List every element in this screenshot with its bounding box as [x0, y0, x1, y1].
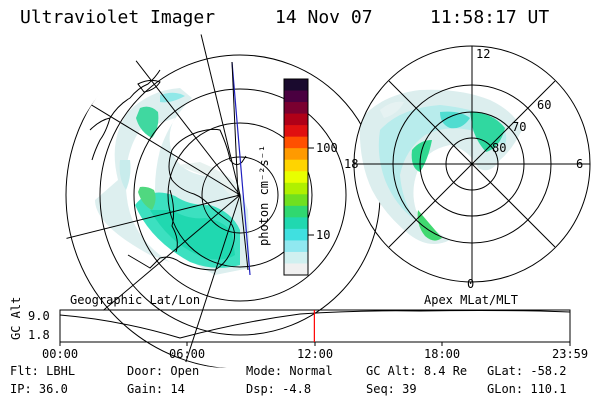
timeline-ylabel: GC Alt — [9, 296, 23, 340]
info-label: Mode: — [246, 364, 283, 378]
mlt-label-18: 18 — [344, 157, 359, 171]
colorbar-segment — [284, 136, 308, 149]
door-value: Open — [170, 364, 200, 378]
colorbar — [284, 79, 308, 276]
colorbar-segment — [284, 159, 308, 172]
dsp-value: -4.8 — [282, 382, 312, 396]
terminator-line — [231, 61, 251, 276]
info-label: IP: — [10, 382, 32, 396]
gc-alt-value: 8.4 Re — [423, 364, 468, 378]
timeline-xtick: 12:00 — [297, 347, 334, 361]
colorbar-segment — [284, 251, 308, 264]
coastline — [127, 128, 247, 271]
colorbar-segment — [284, 125, 308, 138]
timeline-ytick-1: 1.8 — [28, 328, 50, 342]
apex-polar-plot — [353, 45, 591, 283]
filter-value: LBHL — [46, 364, 76, 378]
left-panel-caption: Geographic Lat/Lon — [70, 293, 201, 307]
colorbar-tick-10: 10 — [316, 228, 331, 242]
info-label: Gain: — [127, 382, 164, 396]
timeline-xtick: 06:00 — [169, 347, 206, 361]
lat-label-60: 60 — [537, 98, 552, 112]
right-panel-caption: Apex MLat/MLT — [424, 293, 518, 307]
timeline-ytick-9: 9.0 — [28, 309, 50, 323]
gain-value: 14 — [170, 382, 185, 396]
observation-date: 14 Nov 07 — [275, 7, 373, 28]
info-label: GC Alt: — [366, 364, 417, 378]
ip-value: 36.0 — [38, 382, 68, 396]
altitude-curve — [59, 310, 571, 339]
colorbar-segment — [284, 113, 308, 126]
colorbar-segment — [284, 263, 308, 276]
lat-label-70: 70 — [512, 120, 527, 134]
mlt-label-12: 12 — [476, 47, 491, 61]
colorbar-segment — [284, 148, 308, 161]
lat-label-80: 80 — [492, 141, 507, 155]
colorbar-tick-100: 100 — [316, 141, 338, 155]
colorbar-segment — [284, 217, 308, 230]
colorbar-segment — [284, 102, 308, 115]
geographic-map — [62, 32, 398, 368]
colorbar-segment — [284, 240, 308, 253]
info-label: Flt: — [10, 364, 39, 378]
info-label: Seq: — [366, 382, 395, 396]
mode-value: Normal — [289, 364, 333, 378]
observation-time: 11:58:17 UT — [430, 7, 550, 28]
timeline-xtick: 00:00 — [42, 347, 79, 361]
colorbar-segment — [284, 228, 308, 241]
colorbar-segment — [284, 194, 308, 207]
colorbar-unit-label: photon cm⁻²s⁻¹ — [257, 144, 271, 246]
mlt-label-6: 6 — [576, 157, 584, 171]
timeline-xtick: 23:59 — [552, 347, 589, 361]
seq-value: 39 — [402, 382, 417, 396]
info-label: GLon: — [487, 382, 524, 396]
colorbar-segment — [284, 182, 308, 195]
colorbar-segment — [284, 90, 308, 103]
colorbar-segment — [284, 205, 308, 218]
mlt-label-0: 0 — [467, 277, 475, 291]
colorbar-segment — [284, 79, 308, 92]
glon-value: 110.1 — [530, 382, 567, 396]
altitude-timeline — [59, 309, 571, 346]
colorbar-segment — [284, 171, 308, 184]
info-label: GLat: — [487, 364, 524, 378]
glat-value: -58.2 — [530, 364, 567, 378]
instrument-title: Ultraviolet Imager — [20, 7, 216, 28]
info-label: Door: — [127, 364, 164, 378]
info-label: Dsp: — [246, 382, 275, 396]
timeline-xtick: 18:00 — [424, 347, 461, 361]
